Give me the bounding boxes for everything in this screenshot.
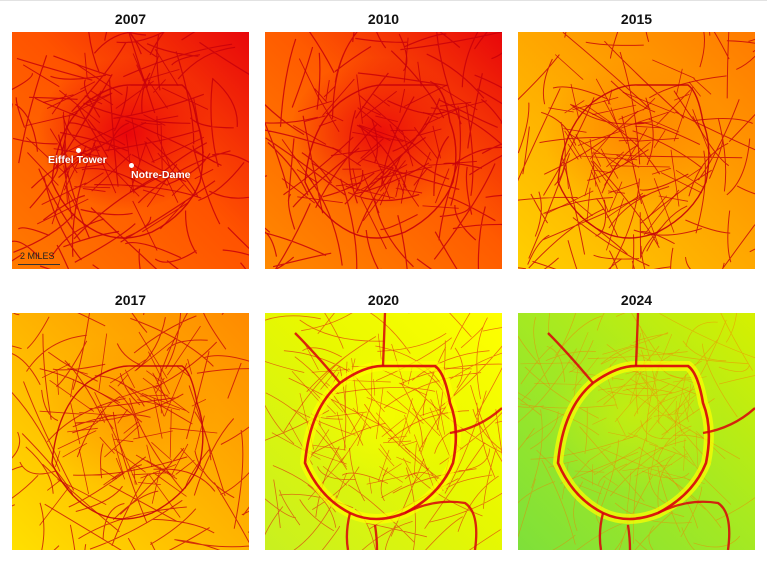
heatmap-image <box>12 32 249 269</box>
map-panel-2015: 2015 <box>518 11 755 271</box>
panel-title: 2020 <box>367 292 400 308</box>
top-divider <box>0 0 767 1</box>
notre-dame-label: Notre-Dame <box>131 169 191 181</box>
panel-title: 2010 <box>367 11 400 27</box>
heatmap-image <box>518 313 755 550</box>
panel-title: 2024 <box>620 292 653 308</box>
heatmap-image <box>265 313 502 550</box>
heatmap-image <box>265 32 502 269</box>
heatmap-image <box>12 313 249 550</box>
map-panel-2010: 2010 <box>265 11 502 271</box>
panel-title: 2015 <box>620 11 653 27</box>
map-panel-2017: 2017 <box>12 292 249 552</box>
eiffel-tower-label: Eiffel Tower <box>48 154 107 166</box>
map-panel-2007: 2007 Eiffel Tower Notre-Dame 2 MILES <box>12 11 249 271</box>
heatmap-image <box>518 32 755 269</box>
eiffel-tower-marker <box>76 148 81 153</box>
map-panel-2024: 2024 <box>518 292 755 552</box>
map-panel-2020: 2020 <box>265 292 502 552</box>
panel-title: 2017 <box>114 292 147 308</box>
notre-dame-marker <box>129 163 134 168</box>
panel-title: 2007 <box>114 11 147 27</box>
scale-label: 2 MILES <box>20 251 55 261</box>
scale-bar <box>18 264 60 265</box>
